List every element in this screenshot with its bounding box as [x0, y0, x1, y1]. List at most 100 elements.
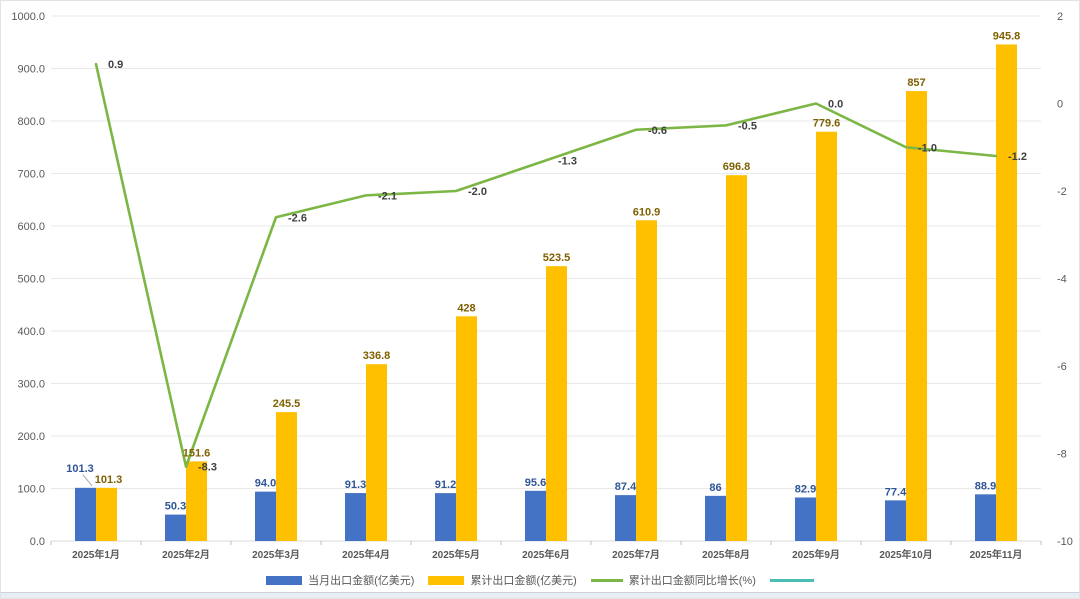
svg-text:2025年1月: 2025年1月	[72, 548, 120, 561]
yellow-bar-swatch-icon	[428, 575, 465, 585]
svg-text:336.8: 336.8	[363, 350, 391, 362]
x-axis-labels: 2025年1月 2025年2月 2025年3月 2025年4月 2025年5月 2025年…	[72, 548, 1022, 561]
svg-text:50.3: 50.3	[165, 501, 186, 513]
svg-text:2025年2月: 2025年2月	[162, 548, 210, 561]
svg-text:428: 428	[457, 302, 475, 314]
svg-text:-8: -8	[1057, 449, 1067, 461]
svg-text:-6: -6	[1057, 361, 1067, 373]
chart-legend: 当月出口金额(亿美元) 累计出口金额(亿美元) 累计出口金额同比增长(%)	[1, 572, 1079, 588]
svg-text:945.8: 945.8	[993, 30, 1021, 42]
svg-text:0.0: 0.0	[30, 536, 45, 548]
svg-text:82.9: 82.9	[795, 483, 816, 495]
svg-text:2025年8月: 2025年8月	[702, 548, 750, 561]
teal-line-swatch-icon	[769, 578, 814, 582]
svg-text:101.3: 101.3	[95, 474, 123, 486]
svg-text:-1.3: -1.3	[558, 155, 577, 167]
svg-text:1000.0: 1000.0	[11, 11, 45, 23]
monthly-export-bar	[795, 497, 816, 541]
svg-text:86: 86	[709, 482, 721, 494]
cumulative-export-bar	[996, 44, 1017, 541]
monthly-export-bar	[165, 514, 186, 541]
monthly-export-bar	[615, 495, 636, 541]
monthly-export-bar	[75, 487, 96, 541]
svg-text:-1.0: -1.0	[918, 142, 937, 154]
svg-text:2025年3月: 2025年3月	[252, 548, 300, 561]
svg-text:-2.0: -2.0	[468, 186, 487, 198]
svg-text:77.4: 77.4	[885, 486, 907, 498]
svg-text:857: 857	[907, 77, 925, 89]
svg-text:610.9: 610.9	[633, 206, 661, 218]
svg-text:300.0: 300.0	[17, 379, 45, 391]
svg-text:2025年6月: 2025年6月	[522, 548, 570, 561]
svg-text:2025年11月: 2025年11月	[970, 548, 1023, 561]
cumulative-export-bar	[96, 487, 117, 541]
svg-text:-0.5: -0.5	[738, 120, 757, 132]
svg-text:0.0: 0.0	[828, 99, 843, 111]
svg-text:2: 2	[1057, 11, 1063, 23]
svg-text:800.0: 800.0	[17, 116, 45, 128]
svg-text:696.8: 696.8	[723, 161, 751, 173]
cumulative-export-bar	[816, 131, 837, 541]
bottom-edge-strip	[1, 592, 1079, 598]
svg-text:-0.6: -0.6	[648, 125, 667, 137]
svg-text:523.5: 523.5	[543, 252, 571, 264]
legend-item-monthly-export: 当月出口金额(亿美元)	[266, 572, 414, 588]
svg-text:0.9: 0.9	[108, 59, 123, 71]
legend-item-yoy-growth: 累计出口金额同比增长(%)	[590, 572, 756, 588]
svg-text:600.0: 600.0	[17, 221, 45, 233]
green-line-swatch-icon	[590, 578, 623, 582]
axis-labels: 0.0100.0200.0300.0400.0500.0600.0700.080…	[11, 11, 1073, 548]
svg-text:900.0: 900.0	[17, 64, 45, 76]
svg-text:-4: -4	[1057, 274, 1067, 286]
svg-text:-1.2: -1.2	[1008, 151, 1027, 163]
yoy-growth-line	[94, 62, 998, 468]
svg-text:0: 0	[1057, 99, 1063, 111]
svg-text:87.4: 87.4	[615, 481, 637, 493]
svg-text:94.0: 94.0	[255, 478, 276, 490]
monthly-export-bar	[975, 494, 996, 541]
svg-text:779.6: 779.6	[813, 118, 841, 130]
svg-text:2025年10月: 2025年10月	[879, 548, 932, 561]
cumulative-export-bar	[276, 412, 297, 541]
blue-bar-swatch-icon	[266, 575, 303, 585]
svg-text:2025年7月: 2025年7月	[612, 548, 660, 561]
monthly-export-bar	[435, 493, 456, 541]
svg-text:2025年9月: 2025年9月	[792, 548, 840, 561]
svg-text:88.9: 88.9	[975, 480, 996, 492]
svg-text:2025年5月: 2025年5月	[432, 548, 480, 561]
cumulative-export-bar	[456, 316, 477, 541]
bar-series	[75, 44, 1017, 541]
legend-item-extra	[769, 578, 814, 582]
svg-text:100.0: 100.0	[17, 484, 45, 496]
svg-text:-8.3: -8.3	[198, 462, 217, 474]
cumulative-export-bar	[546, 266, 567, 541]
x-tick-marks	[50, 541, 1042, 545]
svg-text:101.3: 101.3	[66, 463, 94, 475]
monthly-export-bar	[345, 493, 366, 541]
svg-text:91.2: 91.2	[435, 479, 456, 491]
legend-item-cumulative-export: 累计出口金额(亿美元)	[428, 572, 577, 588]
svg-text:2025年4月: 2025年4月	[342, 548, 390, 561]
svg-text:400.0: 400.0	[17, 326, 45, 338]
cumulative-export-bar	[906, 91, 927, 541]
monthly-export-bar	[885, 500, 906, 541]
svg-text:151.6: 151.6	[183, 447, 211, 459]
legend-label: 当月出口金额(亿美元)	[308, 575, 415, 587]
monthly-export-bar	[705, 495, 726, 541]
svg-text:700.0: 700.0	[17, 169, 45, 181]
cumulative-export-bar	[636, 220, 657, 541]
svg-text:95.6: 95.6	[525, 477, 546, 489]
legend-label: 累计出口金额同比增长(%)	[628, 575, 756, 587]
cumulative-export-bar	[366, 364, 387, 541]
cumulative-export-bar	[726, 175, 747, 541]
legend-label: 累计出口金额(亿美元)	[470, 575, 577, 587]
svg-text:91.3: 91.3	[345, 479, 366, 491]
svg-text:500.0: 500.0	[17, 274, 45, 286]
svg-text:-2.1: -2.1	[378, 190, 397, 202]
svg-text:200.0: 200.0	[17, 431, 45, 443]
svg-text:245.5: 245.5	[273, 398, 301, 410]
svg-text:-2.6: -2.6	[288, 212, 307, 224]
